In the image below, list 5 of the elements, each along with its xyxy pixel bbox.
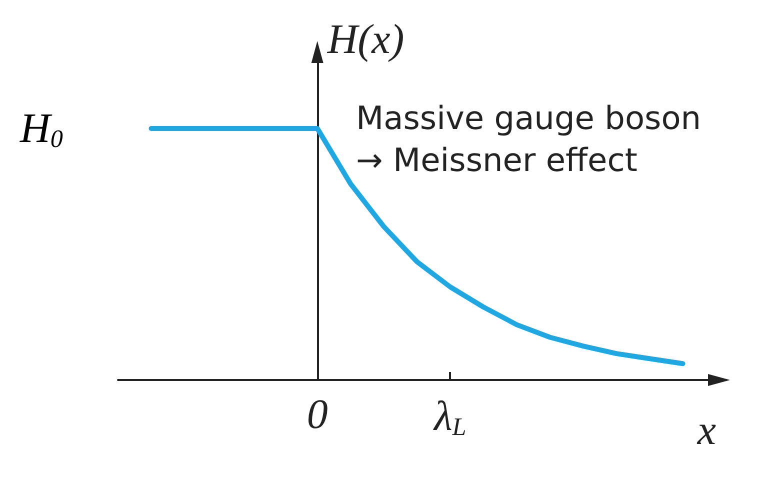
annotation: → Meissner effect xyxy=(356,141,638,179)
annotation: Massive gauge boson xyxy=(356,99,702,137)
x-axis-title: x xyxy=(696,408,716,454)
x-tick-label: 0 xyxy=(306,392,328,438)
y-axis-title: H(x) xyxy=(326,17,404,63)
